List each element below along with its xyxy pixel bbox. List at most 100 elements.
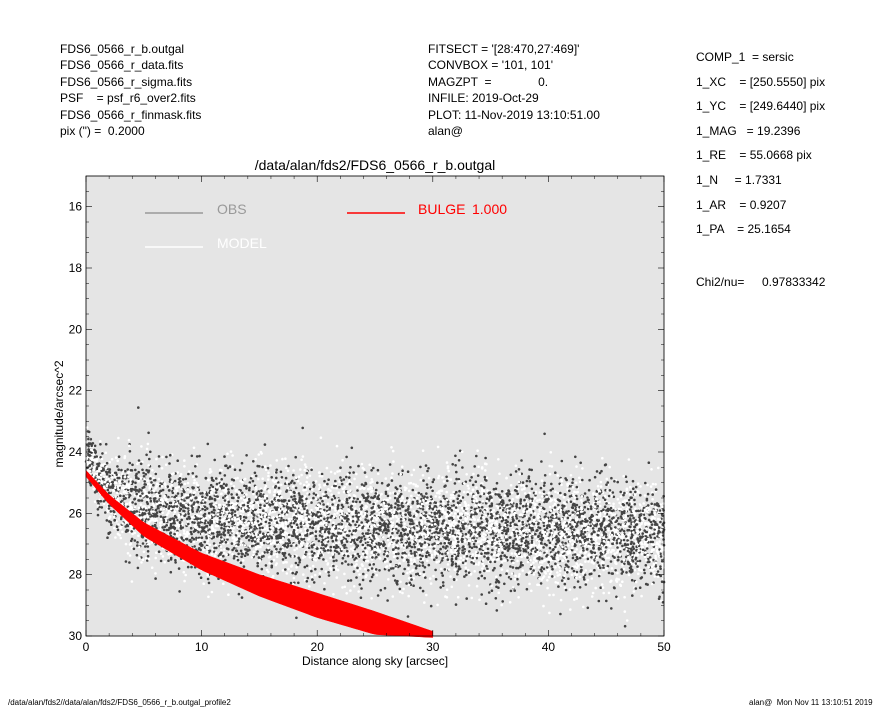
model-point: [516, 487, 520, 491]
obs-point: [442, 494, 445, 498]
model-point: [556, 553, 559, 557]
obs-point: [444, 552, 447, 555]
model-point: [275, 503, 279, 507]
model-point: [254, 495, 258, 499]
model-point: [520, 488, 524, 491]
model-point: [523, 553, 526, 556]
obs-point: [567, 510, 570, 513]
model-point: [646, 483, 649, 487]
model-point: [305, 544, 309, 548]
obs-point: [465, 597, 469, 600]
obs-point: [528, 480, 532, 483]
obs-point: [487, 491, 491, 495]
obs-point: [227, 488, 230, 491]
obs-point: [610, 607, 613, 610]
obs-point: [189, 526, 193, 530]
model-point: [129, 542, 133, 545]
model-point: [159, 517, 163, 521]
obs-point: [622, 538, 626, 542]
model-point: [599, 480, 603, 484]
obs-point: [198, 454, 201, 458]
model-point: [505, 476, 508, 480]
obs-point: [604, 488, 607, 492]
obs-point: [504, 519, 508, 522]
model-point: [349, 542, 353, 545]
model-point: [535, 539, 539, 542]
model-point: [314, 480, 318, 483]
model-point: [412, 498, 415, 501]
model-point: [225, 495, 229, 499]
obs-point: [423, 541, 427, 544]
obs-point: [174, 561, 177, 564]
obs-point: [583, 573, 587, 577]
model-point: [594, 586, 597, 590]
model-point: [444, 521, 448, 524]
model-point: [349, 589, 352, 592]
model-point: [453, 568, 457, 571]
obs-point: [396, 579, 399, 583]
obs-point: [154, 577, 157, 580]
header-line: alan@: [428, 123, 463, 138]
obs-point: [632, 542, 636, 545]
model-point: [236, 514, 239, 517]
model-point: [144, 492, 147, 496]
model-point: [386, 538, 390, 542]
model-point: [364, 567, 367, 571]
model-point: [574, 481, 578, 485]
fit-parameter-line: 1_MAG = 19.2396: [696, 123, 801, 138]
obs-point: [357, 464, 360, 468]
obs-point: [646, 504, 650, 507]
model-point: [167, 509, 171, 512]
obs-point: [130, 530, 133, 533]
model-point: [553, 575, 556, 579]
obs-point: [320, 540, 324, 544]
obs-point: [485, 564, 488, 568]
model-point: [154, 572, 157, 575]
obs-point: [509, 565, 512, 568]
obs-point: [419, 557, 423, 561]
model-point: [475, 499, 479, 503]
model-point: [543, 534, 547, 538]
model-point: [453, 512, 457, 515]
obs-point: [294, 572, 297, 576]
model-point: [226, 510, 229, 514]
obs-point: [637, 539, 640, 543]
model-point: [647, 565, 650, 569]
obs-point: [439, 542, 443, 545]
model-point: [208, 468, 212, 471]
obs-point: [362, 496, 366, 500]
model-point: [300, 458, 303, 462]
model-point: [422, 512, 425, 515]
model-point: [228, 550, 231, 554]
model-point: [578, 575, 582, 579]
obs-point: [303, 486, 307, 489]
model-point: [192, 540, 196, 544]
obs-point: [483, 543, 487, 546]
obs-point: [201, 491, 204, 495]
obs-point: [290, 495, 293, 499]
model-point: [552, 593, 555, 597]
model-point: [297, 475, 301, 479]
model-point: [308, 474, 312, 478]
model-point: [428, 577, 432, 580]
model-point: [389, 517, 393, 520]
model-point: [168, 485, 172, 488]
obs-point: [429, 501, 432, 505]
model-point: [113, 512, 117, 516]
model-point: [532, 501, 535, 504]
obs-point: [421, 505, 425, 508]
obs-point: [540, 460, 543, 463]
model-point: [232, 540, 236, 543]
obs-point: [619, 541, 622, 545]
model-point: [225, 486, 228, 490]
obs-point: [639, 535, 642, 539]
model-point: [119, 526, 122, 530]
obs-point: [141, 542, 145, 545]
obs-point: [590, 532, 593, 536]
model-point: [500, 603, 504, 607]
model-point: [406, 571, 409, 575]
model-point: [192, 481, 196, 485]
obs-point: [124, 560, 128, 563]
obs-point: [491, 548, 494, 552]
obs-point: [124, 469, 127, 473]
